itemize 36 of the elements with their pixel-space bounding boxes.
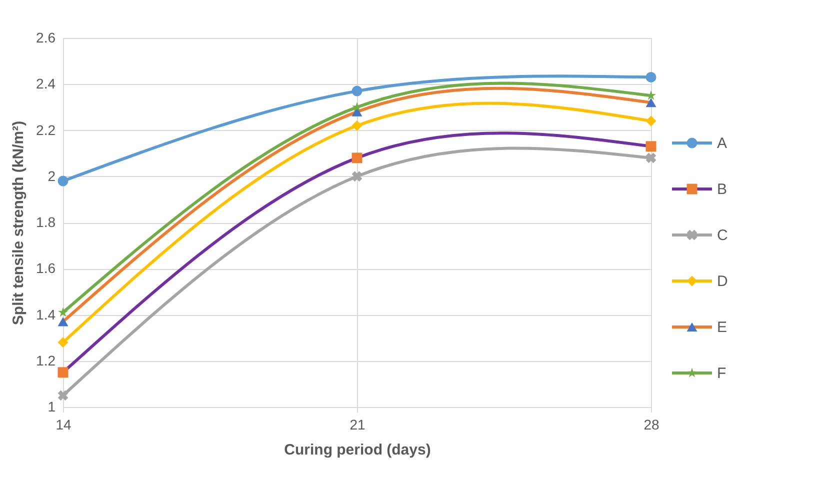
point bbox=[352, 171, 362, 182]
point bbox=[646, 116, 656, 126]
point bbox=[58, 367, 68, 378]
y-tick-label: 1 bbox=[48, 398, 56, 414]
y-tick-label: 2.6 bbox=[36, 30, 56, 46]
x-axis-title: Curing period (days) bbox=[284, 442, 431, 458]
x-tick-label: 28 bbox=[644, 416, 660, 432]
y-tick-label: 1.2 bbox=[36, 352, 56, 368]
point bbox=[58, 317, 68, 326]
point bbox=[646, 72, 656, 82]
legend-label: C bbox=[717, 227, 728, 244]
y-tick-label: 2.4 bbox=[36, 76, 56, 92]
legend-label: E bbox=[717, 319, 728, 336]
legend-label: F bbox=[717, 365, 726, 382]
y-axis-title: Split tensile strength (kN/m²) bbox=[10, 120, 28, 326]
point bbox=[646, 152, 656, 164]
point bbox=[352, 86, 362, 96]
point bbox=[58, 390, 68, 401]
y-tick-label: 1.4 bbox=[36, 306, 56, 322]
y-tick-label: 1.6 bbox=[36, 260, 56, 276]
y-tick-label: 1.8 bbox=[36, 214, 56, 230]
point bbox=[646, 90, 656, 100]
point bbox=[352, 152, 362, 164]
point bbox=[58, 307, 68, 317]
y-tick-label: 2 bbox=[48, 168, 56, 184]
y-tick-label: 2.2 bbox=[36, 122, 56, 138]
x-tick-label: 14 bbox=[56, 416, 72, 432]
legend-label: D bbox=[717, 273, 728, 290]
point bbox=[352, 120, 362, 131]
point bbox=[58, 337, 68, 348]
point bbox=[58, 176, 68, 186]
x-tick-label: 21 bbox=[350, 416, 366, 432]
legend-label: A bbox=[717, 135, 728, 152]
legend-label: B bbox=[717, 181, 728, 198]
point bbox=[646, 98, 656, 108]
point bbox=[646, 141, 656, 152]
